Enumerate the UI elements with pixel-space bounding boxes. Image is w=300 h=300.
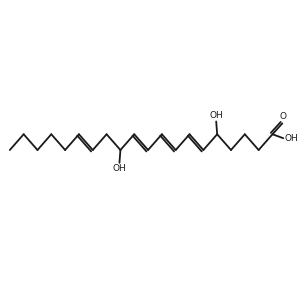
Text: OH: OH: [209, 111, 223, 120]
Text: OH: OH: [112, 164, 126, 173]
Text: OH: OH: [285, 134, 298, 143]
Text: O: O: [280, 112, 287, 121]
